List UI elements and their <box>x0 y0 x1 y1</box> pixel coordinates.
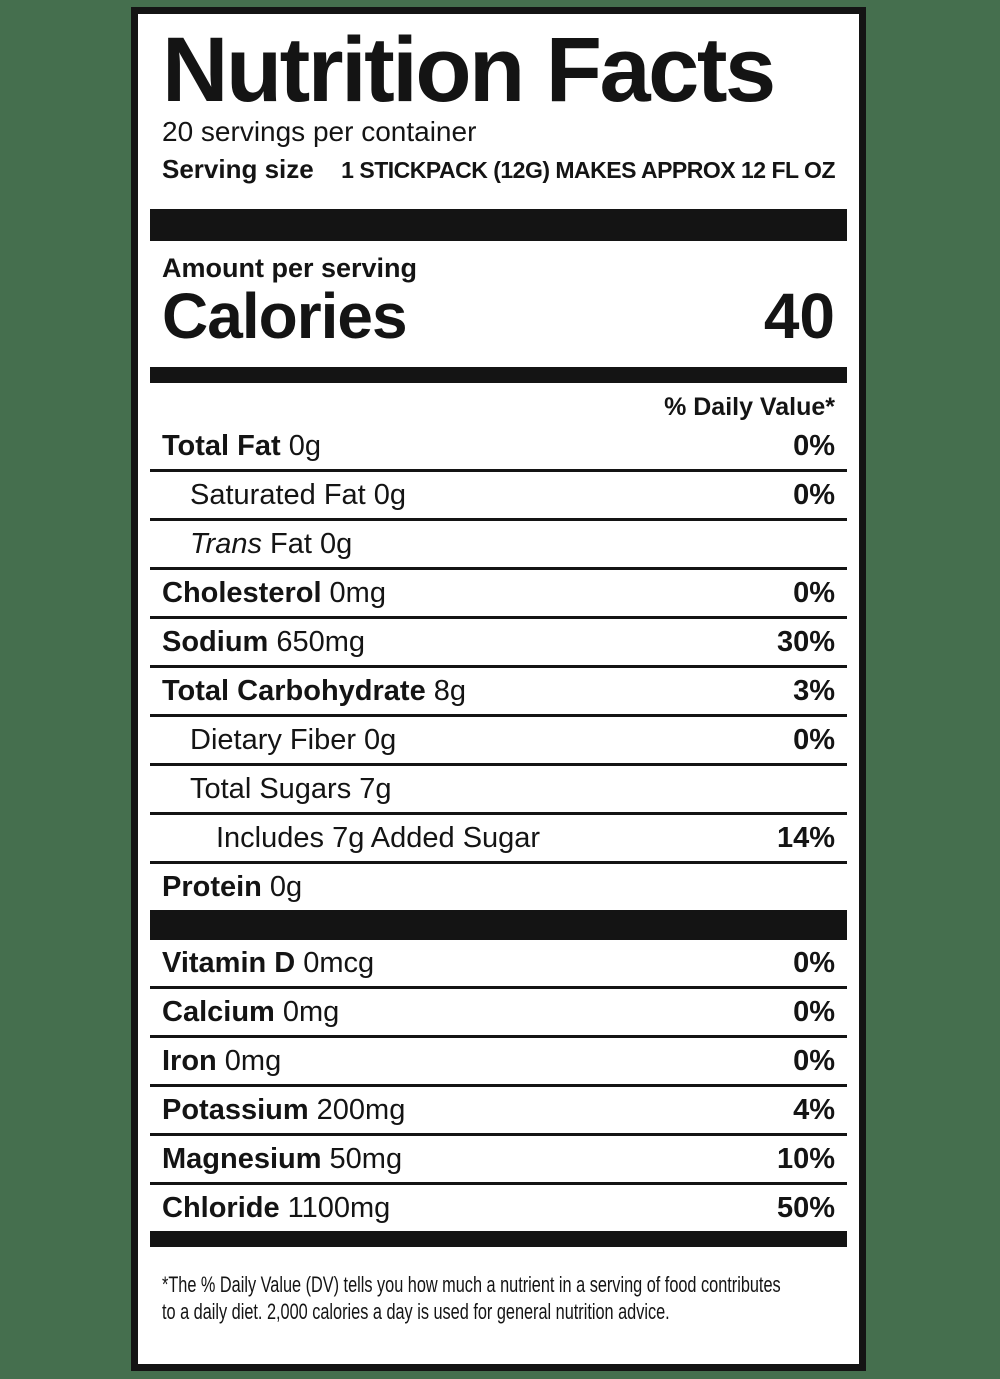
nutrient-amount: 0mg <box>282 996 340 1028</box>
nutrient-name: Total Fat <box>162 430 281 462</box>
nutrient-amount: 0mg <box>329 577 386 609</box>
nutrient-row: Saturated Fat 0g 0% <box>150 469 847 518</box>
nutrient-row: Total Sugars 7g <box>150 763 847 812</box>
nutrition-facts-label: Nutrition Facts 20 servings per containe… <box>131 7 866 1371</box>
nutrient-amount: 50mg <box>329 1143 403 1175</box>
serving-size-value: 1 STICKPACK (12G) MAKES APPROX 12 FL OZ <box>341 157 835 183</box>
nutrient-name: Dietary Fiber <box>190 724 356 756</box>
nutrient-row-left: Dietary Fiber 0g <box>190 722 396 758</box>
nutrient-name: Vitamin D <box>162 947 296 979</box>
nutrient-row-left: Total Carbohydrate 8g <box>162 673 466 709</box>
nutrient-amount: 8g <box>433 675 466 707</box>
nutrient-daily-value: 4% <box>793 1094 835 1126</box>
nutrient-row: Protein 0g <box>150 861 847 910</box>
nutrient-daily-value: 14% <box>776 822 835 854</box>
nutrient-row: Vitamin D 0mcg 0% <box>150 940 847 986</box>
nutrient-name: Sodium <box>162 626 269 658</box>
nutrient-row: Magnesium 50mg 10% <box>150 1133 847 1182</box>
nutrient-rows: Total Fat 0g 0% Saturated Fat 0g 0% Trans F… <box>150 423 847 910</box>
nutrient-row: Trans Fat 0g <box>150 518 847 567</box>
nutrient-name: Iron <box>162 1045 217 1077</box>
nutrient-row-left: Vitamin D 0mcg <box>162 945 374 981</box>
calories-value: 40 <box>763 280 835 352</box>
nutrient-amount: 0g <box>373 479 406 511</box>
nutrient-daily-value: 0% <box>793 724 835 756</box>
nutrient-name: Chloride <box>162 1192 280 1224</box>
nutrient-row-left: Iron 0mg <box>162 1043 281 1079</box>
nutrient-amount: 7g <box>359 773 392 805</box>
nutrient-daily-value: 0% <box>793 577 835 609</box>
servings-per-container: 20 servings per container <box>162 116 477 147</box>
nutrient-row: Total Carbohydrate 8g 3% <box>150 665 847 714</box>
nutrient-row: Dietary Fiber 0g 0% <box>150 714 847 763</box>
nutrient-row-left: Saturated Fat 0g <box>190 477 406 513</box>
nutrient-row: Total Fat 0g 0% <box>150 423 847 469</box>
nutrient-row: Potassium 200mg 4% <box>150 1084 847 1133</box>
nutrient-daily-value: 0% <box>793 430 835 462</box>
nutrient-amount: 200mg <box>316 1094 406 1126</box>
nutrient-daily-value: 10% <box>776 1143 835 1175</box>
nutrient-name: Trans <box>190 528 262 560</box>
nutrient-row: Calcium 0mg 0% <box>150 986 847 1035</box>
nutrient-amount: Fat 0g <box>269 528 353 560</box>
nutrient-name: Magnesium <box>162 1143 322 1175</box>
mineral-rows: Vitamin D 0mcg 0% Calcium 0mg 0% Iron 0mg 0… <box>150 940 847 1231</box>
nutrient-daily-value: 3% <box>793 675 835 707</box>
divider-bar-bottom <box>150 1231 847 1247</box>
nutrient-row: Iron 0mg 0% <box>150 1035 847 1084</box>
nutrient-row-left: Calcium 0mg <box>162 994 339 1030</box>
footnote: *The % Daily Value (DV) tells you how mu… <box>162 1271 835 1325</box>
nutrient-name: Total Carbohydrate <box>162 675 426 707</box>
calories-label: Calories <box>162 280 408 352</box>
daily-value-header: % Daily Value* <box>664 393 835 421</box>
nutrient-amount: 0g <box>269 871 303 903</box>
nutrient-name: Protein <box>162 871 262 903</box>
nutrient-row-left: Magnesium 50mg <box>162 1141 402 1177</box>
serving-size-row: Serving size 1 STICKPACK (12G) MAKES APP… <box>162 154 835 185</box>
nutrient-daily-value: 0% <box>793 1045 835 1077</box>
nutrient-name: Calcium <box>162 996 275 1028</box>
nutrient-name: Total Sugars <box>190 773 352 805</box>
footnote-line-1: *The % Daily Value (DV) tells you how mu… <box>162 1272 781 1297</box>
nutrient-amount: 1100mg <box>287 1192 391 1224</box>
footnote-line-2: to a daily diet. 2,000 calories a day is… <box>162 1299 670 1324</box>
nutrient-row-left: Total Sugars 7g <box>190 771 391 807</box>
nutrient-daily-value: 50% <box>776 1192 835 1224</box>
nutrient-daily-value: 0% <box>793 479 835 511</box>
divider-bar-top <box>150 209 847 241</box>
nutrient-row: Chloride 1100mg 50% <box>150 1182 847 1231</box>
nutrient-amount: 0g <box>288 430 321 462</box>
nutrient-daily-value: 30% <box>776 626 835 658</box>
serving-size-label: Serving size <box>162 154 314 184</box>
nutrient-daily-value: 0% <box>793 947 835 979</box>
label-title: Nutrition Facts <box>162 19 776 121</box>
nutrient-row: Includes 7g Added Sugar 14% <box>150 812 847 861</box>
nutrient-name: Saturated Fat <box>190 479 366 511</box>
nutrient-amount: 0g <box>364 724 397 756</box>
divider-bar-minerals <box>150 910 847 940</box>
nutrient-row: Sodium 650mg 30% <box>150 616 847 665</box>
nutrient-row-left: Protein 0g <box>162 869 302 905</box>
nutrient-row-left: Chloride 1100mg <box>162 1190 390 1226</box>
nutrient-row-left: Trans Fat 0g <box>190 526 352 562</box>
nutrient-amount: 0mg <box>224 1045 282 1077</box>
nutrient-amount: 650mg <box>276 626 366 658</box>
nutrient-row-left: Cholesterol 0mg <box>162 575 386 611</box>
nutrient-name: Cholesterol <box>162 577 322 609</box>
nutrient-amount: 0mcg <box>303 947 375 979</box>
amount-per-serving-label: Amount per serving <box>162 253 418 283</box>
nutrient-row-left: Potassium 200mg <box>162 1092 405 1128</box>
nutrient-row-left: Includes 7g Added Sugar <box>216 820 548 856</box>
nutrient-name: Potassium <box>162 1094 309 1126</box>
calories-row: Calories 40 <box>162 283 835 349</box>
nutrient-name: Includes 7g Added Sugar <box>216 822 541 854</box>
nutrient-daily-value: 0% <box>793 996 835 1028</box>
nutrient-row-left: Total Fat 0g <box>162 428 321 464</box>
divider-bar-calories <box>150 367 847 383</box>
nutrient-row-left: Sodium 650mg <box>162 624 365 660</box>
nutrient-row: Cholesterol 0mg 0% <box>150 567 847 616</box>
